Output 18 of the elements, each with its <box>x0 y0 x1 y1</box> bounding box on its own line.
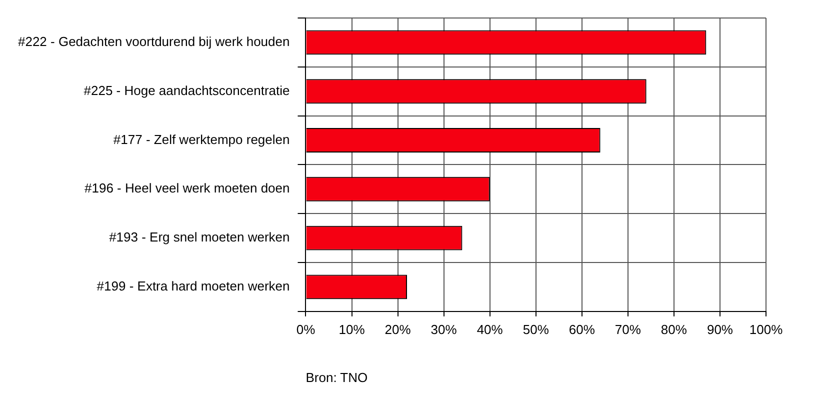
x-tick-label: 40% <box>476 322 504 337</box>
x-tick-label: 20% <box>384 322 412 337</box>
x-tick-label: 100% <box>749 322 784 337</box>
y-tick-label: #199 - Extra hard moeten werken <box>96 278 290 294</box>
x-tick-label: 30% <box>430 322 458 337</box>
x-tick-label: 70% <box>614 322 642 337</box>
x-tick-label: 60% <box>568 322 596 337</box>
text: Bron: TNO <box>306 370 368 385</box>
y-tick-label: #225 - Hoge aandachtsconcentratie <box>84 82 290 98</box>
x-tick-label: 80% <box>660 322 688 337</box>
y-tick-label: #193 - Erg snel moeten werken <box>109 230 290 245</box>
y-tick-label: #222 - Gedachten voortdurend bij werk houden <box>18 34 290 50</box>
x-tick-label: 90% <box>706 322 734 337</box>
y-tick-label: #177 - Zelf werktempo regelen <box>113 132 290 147</box>
y-tick-label: #196 - Heel veel werk moeten doen <box>84 180 290 196</box>
x-tick-label: 50% <box>522 322 550 337</box>
x-tick-label: 0% <box>296 322 316 337</box>
x-tick-label: 10% <box>338 322 366 337</box>
